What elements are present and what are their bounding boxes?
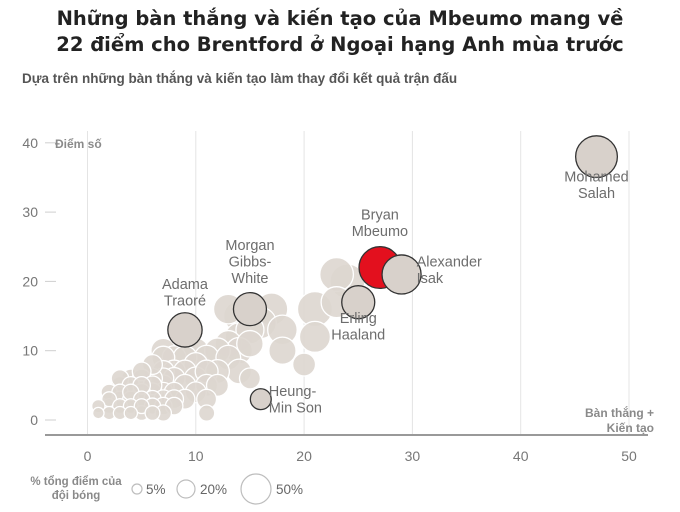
player-label-line: Mbeumo: [352, 224, 408, 240]
legend-size-label: 20%: [200, 482, 227, 497]
legend-size-label: 5%: [146, 482, 166, 497]
annotations: Mohamed Salah Bryan Mbeumo Alexander Isak Erli…: [162, 170, 629, 417]
legend-size-circle: [240, 473, 272, 505]
player-bubble: [292, 352, 317, 377]
player-bubble: [197, 404, 216, 422]
bubbles-others: [91, 256, 366, 422]
player-bubble: [144, 405, 161, 422]
player-label-line: Haaland: [331, 328, 385, 344]
player-label-line: Erling: [340, 311, 377, 327]
x-axis-label-line: Bàn thắng +: [585, 405, 654, 420]
player-label-line: Min Son: [269, 401, 322, 417]
highlighted-player-bubble: [574, 135, 619, 179]
player-label-line: Adama: [162, 277, 209, 293]
y-axis-label: Điểm số: [55, 137, 102, 151]
player-label-line: White: [231, 271, 268, 287]
chart-title-line-1: Những bàn thắng và kiến tạo của Mbeumo m…: [56, 7, 624, 30]
legend-size-label: 50%: [276, 482, 303, 497]
player-bubble: [91, 406, 105, 420]
player-label: Erling Haaland: [331, 311, 385, 344]
highlighted-player-bubble: [381, 254, 422, 295]
player-label-line: Salah: [578, 186, 615, 202]
y-tick-label: 10: [22, 343, 38, 359]
legend-size-circle: [131, 483, 143, 495]
player-label: Bryan Mbeumo: [352, 208, 408, 241]
y-tick-label: 40: [22, 135, 38, 151]
x-tick-label: 30: [405, 448, 421, 464]
chart-subtitle: Dựa trên những bàn thắng và kiến tạo làm…: [22, 71, 458, 86]
legend-title-line: % tổng điểm của: [30, 476, 122, 488]
x-tick-label: 50: [621, 448, 637, 464]
player-label-line: Gibbs-: [229, 255, 272, 271]
bubbles-highlighted: [167, 135, 619, 411]
player-label-line: Heung-: [269, 384, 317, 400]
y-tick-label: 30: [22, 204, 38, 220]
player-label-line: Isak: [417, 271, 444, 287]
highlighted-player-bubble: [249, 388, 272, 411]
highlighted-player-bubble: [167, 312, 203, 348]
player-label-line: Traoré: [164, 293, 206, 309]
player-bubble: [238, 367, 262, 390]
chart-title: Những bàn thắng và kiến tạo của Mbeumo m…: [0, 6, 680, 58]
player-bubble: [268, 336, 297, 365]
x-tick-label: 20: [296, 448, 312, 464]
x-tick-label: 0: [84, 448, 92, 464]
legend-title-line: đội bóng: [52, 490, 101, 502]
player-label: Alexander Isak: [417, 254, 482, 287]
highlighted-player-bubble: [232, 291, 268, 327]
player-label-line: Mohamed: [564, 170, 628, 186]
player-label: Mohamed Salah: [564, 170, 628, 203]
player-bubble: [123, 405, 139, 421]
player-label-line: Bryan: [361, 208, 399, 224]
axis-ticks: 0 10 20 30 40 50 0 10 20 30 40: [22, 135, 637, 464]
player-label-line: Morgan: [225, 238, 274, 254]
player-label-line: Alexander: [417, 254, 482, 270]
x-tick-label: 10: [188, 448, 204, 464]
player-label: Morgan Gibbs-White: [225, 238, 274, 287]
chart-title-line-2: 22 điểm cho Brentford ở Ngoại hạng Anh m…: [56, 33, 624, 56]
x-tick-label: 40: [513, 448, 529, 464]
x-axis-label-line: Kiến tạo: [607, 421, 654, 435]
player-bubble: [236, 329, 264, 358]
y-tick-label: 20: [22, 273, 38, 289]
highlighted-player-bubble: [341, 285, 376, 320]
player-bubble: [298, 320, 332, 353]
legend-size-circle: [176, 479, 196, 499]
size-legend: % tổng điểm của đội bóng 5% 20% 50%: [30, 473, 303, 505]
axis-labels: Điểm số Bàn thắng +Kiến tạo: [55, 137, 654, 435]
y-tick-label: 0: [30, 412, 38, 428]
player-label: Heung-Min Son: [269, 384, 322, 417]
player-label: Adama Traoré: [162, 277, 209, 310]
